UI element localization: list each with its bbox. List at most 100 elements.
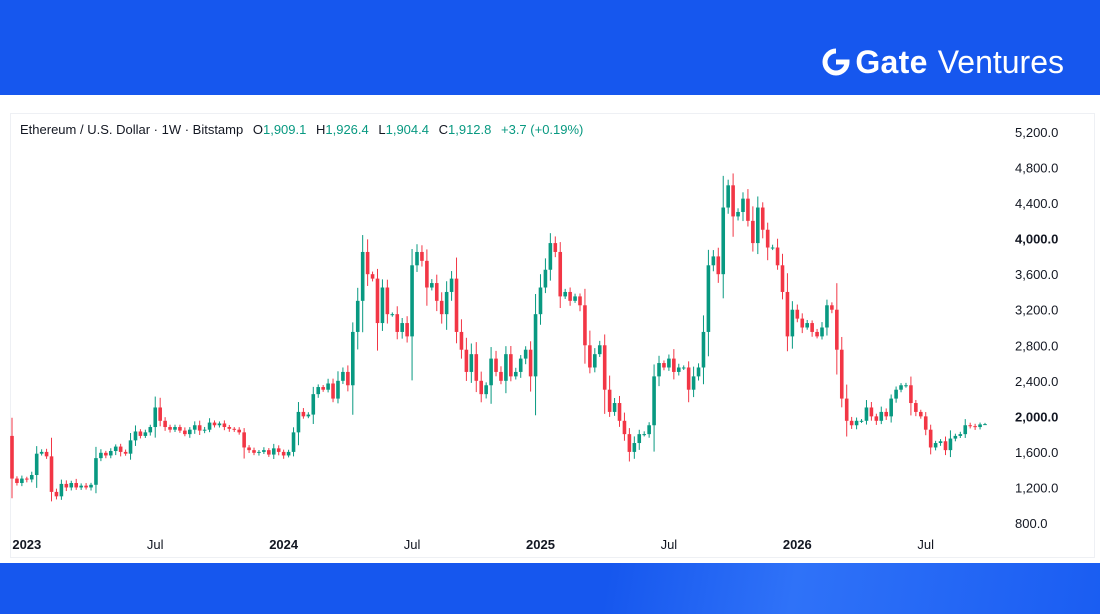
candle xyxy=(904,382,908,388)
candle xyxy=(504,346,508,394)
candle xyxy=(484,382,488,399)
candle xyxy=(958,431,963,438)
candle xyxy=(706,249,711,357)
candle-body xyxy=(336,380,340,399)
candle xyxy=(469,343,474,383)
candle-body xyxy=(642,434,647,436)
y-tick-label: 1,200.0 xyxy=(1015,480,1058,495)
candle xyxy=(637,429,642,450)
candle-body xyxy=(918,411,923,417)
candle xyxy=(662,360,666,371)
candle-body xyxy=(306,414,311,417)
candle xyxy=(434,274,439,312)
candle-body xyxy=(54,491,59,497)
candle-body xyxy=(667,358,671,368)
candle-body xyxy=(74,483,79,488)
candle-body xyxy=(420,251,424,261)
candle-body xyxy=(430,283,434,288)
candle xyxy=(849,416,854,429)
candle-body xyxy=(978,424,982,428)
candle xyxy=(84,483,88,490)
candle-body xyxy=(923,416,928,430)
candle xyxy=(805,319,809,330)
candle xyxy=(39,449,44,456)
candle xyxy=(449,271,454,301)
candle xyxy=(232,427,237,432)
y-tick-label: 4,400.0 xyxy=(1015,196,1058,211)
candle xyxy=(928,424,933,455)
candle xyxy=(74,478,79,490)
candle-body xyxy=(459,331,464,350)
y-tick-label: 1,600.0 xyxy=(1015,445,1058,460)
candle xyxy=(726,179,730,214)
candle-body xyxy=(262,450,266,452)
candle-body xyxy=(716,256,721,275)
candle xyxy=(212,420,217,428)
candle-body xyxy=(390,314,395,316)
candle-body xyxy=(820,327,824,337)
candle xyxy=(681,365,686,371)
candle-body xyxy=(672,358,676,372)
candle-body xyxy=(148,427,153,433)
candle-body xyxy=(237,429,241,433)
candle xyxy=(227,424,232,432)
candle xyxy=(355,287,360,350)
x-tick-label: Jul xyxy=(147,537,164,552)
x-tick-label: Jul xyxy=(661,537,678,552)
candle xyxy=(400,317,404,339)
candle xyxy=(188,427,192,438)
candle xyxy=(118,443,123,457)
candle xyxy=(474,342,479,393)
candle-body xyxy=(484,385,488,395)
brand-sub: Ventures xyxy=(937,43,1064,80)
candle-body xyxy=(188,429,192,435)
candle xyxy=(15,476,19,486)
candle xyxy=(237,427,241,435)
candle xyxy=(64,480,69,492)
candle xyxy=(153,396,158,438)
candle-body xyxy=(528,349,533,377)
candle xyxy=(770,244,775,251)
candle xyxy=(973,423,977,430)
candle-body xyxy=(355,300,360,332)
low-label: L xyxy=(378,122,386,137)
candle-body xyxy=(34,453,39,476)
candle xyxy=(790,301,795,349)
candle xyxy=(133,425,138,446)
candle-body xyxy=(84,485,88,488)
candle xyxy=(667,354,671,371)
candle xyxy=(301,408,306,419)
candle xyxy=(54,488,59,500)
candle-body xyxy=(830,305,834,310)
candle-body xyxy=(622,420,627,435)
brand-logo: Gate Ventures xyxy=(821,40,1064,84)
candle xyxy=(10,417,14,499)
candle-body xyxy=(316,387,321,395)
y-tick-label: 3,200.0 xyxy=(1015,303,1058,318)
candle-body xyxy=(474,354,479,381)
candle-body xyxy=(815,331,819,337)
candle xyxy=(217,421,222,428)
candle-body xyxy=(138,431,143,436)
candle-body xyxy=(968,425,972,427)
x-axis: 2023 Jul 2024 Jul 2025 Jul 2026 Jul xyxy=(12,537,934,552)
candle-body xyxy=(553,243,558,252)
candle-body xyxy=(894,389,898,399)
candle xyxy=(548,233,553,281)
y-tick-label: 4,000.0 xyxy=(1015,232,1058,247)
candle xyxy=(104,450,108,459)
candle-body xyxy=(765,229,770,248)
candle xyxy=(533,294,538,416)
chart-panel xyxy=(10,113,1095,558)
candle-body xyxy=(904,385,908,387)
candle-body xyxy=(296,411,301,433)
candle-body xyxy=(835,309,839,350)
candle-body xyxy=(958,434,963,436)
candle xyxy=(568,287,572,306)
candle xyxy=(459,319,464,359)
candle-body xyxy=(326,383,330,390)
candle-body xyxy=(568,291,572,301)
candle-body xyxy=(731,185,735,217)
candle-body xyxy=(370,274,375,279)
